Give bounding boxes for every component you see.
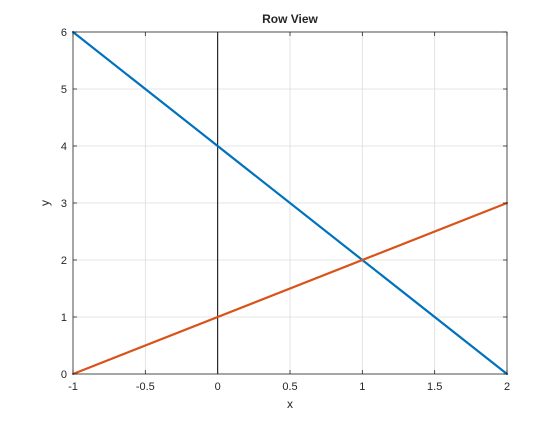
series-line-1 [71,30,509,376]
x-tick-label: 0.5 [282,381,297,393]
y-tick-label: 1 [61,312,67,324]
x-tick-label: -1 [68,381,78,393]
x-tick-label: 1.5 [427,381,442,393]
y-tick-label: 3 [61,198,67,210]
y-axis-label: y [38,200,52,206]
x-tick-label: 2 [504,381,510,393]
y-tick-label: 5 [61,84,67,96]
series-line-2 [71,201,509,376]
y-tick-label: 6 [61,27,67,39]
ticks: -1 -0.5 0 0.5 1 1.5 2 0 1 2 3 4 5 6 [61,27,510,393]
x-tick-label: 0 [215,381,221,393]
x-axis-label: x [287,397,293,411]
x-tick-label: 1 [359,381,365,393]
y-tick-label: 0 [61,369,67,381]
series-layer [71,30,509,376]
y-tick-label: 4 [61,141,67,153]
y-tick-label: 2 [61,255,67,267]
chart-title: Row View [262,12,318,26]
x-tick-label: -0.5 [136,381,155,393]
